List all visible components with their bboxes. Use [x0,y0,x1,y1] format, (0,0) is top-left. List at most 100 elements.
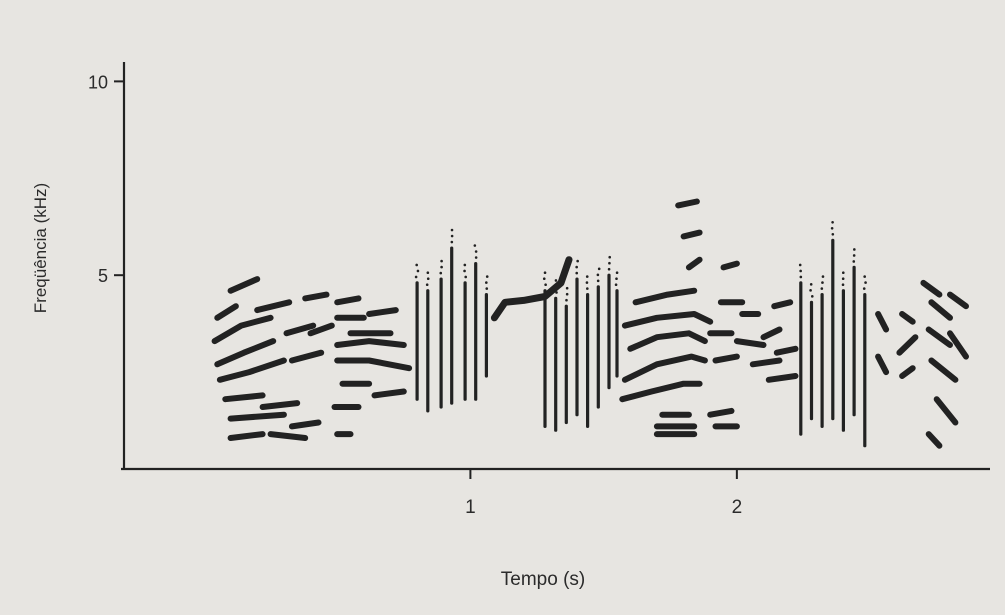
spectrogram-dot [544,283,547,286]
spectrogram-trace [227,411,287,422]
spectrogram-trace [366,307,399,317]
spectrogram-dot [485,281,488,284]
spectrogram-dot [862,287,866,290]
spectrogram-trace [227,431,266,441]
syllable-group-6 [798,221,867,448]
axis-ticks: 1 2 5 10 [88,72,742,518]
syllable-group-1 [211,276,413,441]
spectrogram-trace [211,314,274,345]
spectrogram-dot [474,250,478,253]
spectrogram-dot [585,275,589,278]
spectrogram-dot [450,234,454,238]
spectrogram-dot [596,279,600,283]
spectrogram-dot [439,271,443,275]
spectrogram-trace [288,419,322,430]
spectrogram-dot [585,281,589,284]
spectrogram-dot [608,255,612,259]
spectrogram-dot [863,275,866,278]
spectrogram-dot [841,283,845,286]
spectrogram-trace [675,198,700,209]
spectrogram-dot [853,248,856,251]
y-axis-label: Freqüência (kHz) [31,183,50,313]
spectrogram-trace [920,279,943,298]
spectrogram-trace [632,287,698,306]
spectrogram-dot [596,273,600,277]
spectrogram-trace [875,353,890,376]
spectrogram-dot [575,271,579,275]
spectrogram-dot [575,265,578,269]
spectrogram-dot [565,292,569,296]
spectrogram-trace [222,392,266,403]
spectrogram-dot [810,295,814,298]
spectrogram-trace [749,357,783,368]
spectrogram-trace [685,256,703,271]
spectrogram-dot [485,275,489,278]
spectrogram-trace [707,407,735,418]
spectrogram-dot [809,283,813,286]
spectrogram-dot [463,263,467,267]
spectrogram-dot [543,271,547,274]
spectrogram-dot [450,228,454,232]
spectrogram-trace [621,353,708,383]
spectrogram-trace [925,326,953,348]
spectrogram-trace [214,338,277,368]
spectrogram-dot [425,283,429,286]
spectrogram-trace [371,388,407,399]
spectrogram-dot [841,277,845,280]
spectrogram-trace [925,431,943,449]
spectrogram-trace [216,357,287,383]
spectrogram-marks [211,198,969,449]
spectrogram-trace [621,311,714,329]
spectrogram-dot [554,279,558,282]
spectrogram-dot [798,263,802,267]
spectrogram-trace [899,311,916,325]
spectrogram-dot [426,271,430,274]
spectrogram-dot [473,244,477,247]
spectrogram-dot [576,259,579,263]
spectrogram-trace [283,322,317,337]
spectrogram-dot [565,298,568,302]
syllable-group-7 [875,279,969,449]
y-tick-label-10: 10 [88,72,108,92]
spectrogram-trace [254,299,293,314]
spectrogram-dot [864,281,867,284]
spectrogram-trace [765,373,799,383]
spectrogram-dot [485,287,489,290]
spectrogram-dot [554,285,558,288]
spectrogram-dot [852,254,856,257]
spectrogram-dot [415,263,418,267]
spectrogram-dot [830,227,834,230]
spectrogram-dot [555,291,558,294]
spectrogram-trace [720,260,740,271]
spectrogram-dot [820,287,824,290]
spectrogram-dot [426,277,430,280]
spectrogram-dot [831,221,834,224]
spectrogram-dot [831,233,835,236]
spectrogram-dot [799,275,803,279]
spectrogram-trace [947,330,969,360]
spectrogram-dot [607,267,611,271]
spectrogram-trace [733,338,767,348]
spectrogram-trace [259,400,301,410]
spectrogram-trace [771,299,794,310]
spectrogram-dot [615,277,618,280]
x-tick-label-1: 1 [465,497,476,518]
spectrogram-dot [615,271,619,274]
spectrogram-trace [288,349,325,364]
spectrogram-trace [896,334,919,356]
spectrogram-dot [852,260,856,263]
syllable-group-5 [619,198,799,438]
spectrogram-dot [474,256,478,259]
spectrogram-trace [307,322,335,337]
spectrogram-trace [933,396,959,426]
spectrogram-dot [440,259,443,263]
spectrogram-dot [799,269,802,273]
spectrogram-trace [214,303,239,321]
syllable-group-4 [542,255,619,432]
spectrogram-dot [450,240,454,244]
spectrogram-trace [490,256,573,322]
spectrogram-dot [565,286,569,290]
spectrogram-trace [227,276,261,294]
spectrogram-dot [597,267,601,271]
